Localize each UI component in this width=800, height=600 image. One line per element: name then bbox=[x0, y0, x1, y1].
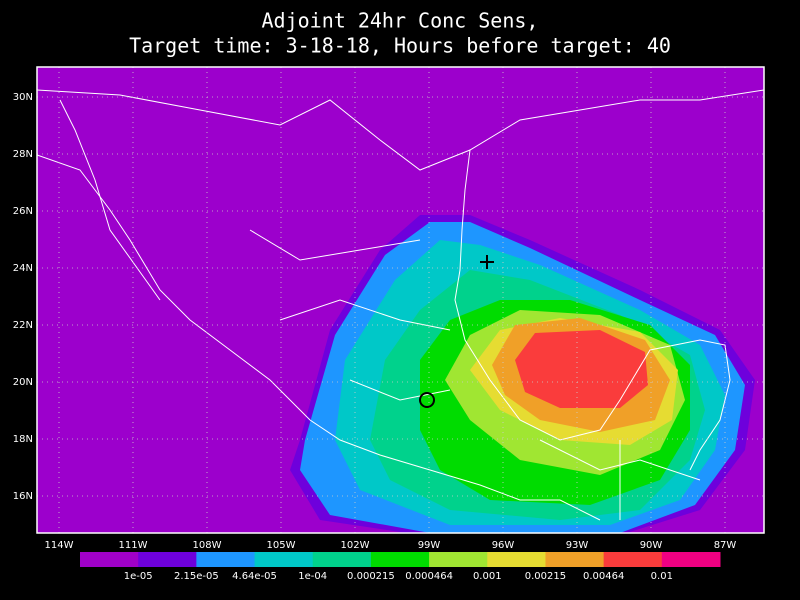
colorbar-box bbox=[80, 552, 139, 567]
colorbar-box bbox=[138, 552, 197, 567]
lon-label: 105W bbox=[267, 540, 296, 551]
colorbar-box bbox=[312, 552, 372, 567]
lon-label: 111W bbox=[119, 540, 148, 551]
border bbox=[249, 229, 701, 520]
lat-label: 16N bbox=[13, 491, 33, 502]
colorbar-box bbox=[603, 552, 663, 567]
source-marker bbox=[419, 392, 435, 408]
colorbar-box bbox=[254, 552, 314, 567]
lat-label: 26N bbox=[13, 206, 33, 217]
graticule bbox=[37, 67, 764, 533]
lon-label: 102W bbox=[341, 540, 370, 551]
colorbar-box bbox=[429, 552, 488, 567]
colorbar-box bbox=[196, 552, 256, 567]
lon-label: 93W bbox=[566, 540, 589, 551]
colorbar-label: 0.00464 bbox=[583, 571, 624, 582]
lon-label: 99W bbox=[418, 540, 441, 551]
map bbox=[36, 66, 765, 534]
title-line2: Target time: 3-18-18, Hours before targe… bbox=[129, 34, 671, 58]
lon-label: 90W bbox=[640, 540, 663, 551]
coastline bbox=[59, 99, 161, 301]
colorbar-box bbox=[661, 552, 721, 567]
contour bbox=[515, 330, 648, 408]
lon-label: 108W bbox=[193, 540, 222, 551]
target-marker bbox=[480, 255, 494, 269]
lat-label: 20N bbox=[13, 377, 33, 388]
colorbar-label: 0.001 bbox=[473, 571, 502, 582]
lon-label: 96W bbox=[492, 540, 515, 551]
coastline bbox=[454, 149, 731, 471]
markers bbox=[419, 255, 494, 408]
coastlines bbox=[37, 89, 764, 521]
lon-label: 87W bbox=[714, 540, 737, 551]
map-frame bbox=[36, 66, 765, 534]
colorbar: 1e-05 2.15e-05 4.64e-05 1e-04 0.000215 0.0004… bbox=[80, 552, 721, 582]
lat-label: 28N bbox=[13, 149, 33, 160]
coastline bbox=[37, 154, 601, 521]
lon-label: 114W bbox=[45, 540, 74, 551]
colorbar-label: 0.01 bbox=[651, 571, 673, 582]
lat-label: 30N bbox=[13, 92, 33, 103]
colorbar-box bbox=[545, 552, 605, 567]
colorbar-label: 2.15e-05 bbox=[174, 571, 219, 582]
colorbar-label: 1e-04 bbox=[298, 571, 327, 582]
colorbar-label: 0.00215 bbox=[525, 571, 566, 582]
lat-label: 18N bbox=[13, 434, 33, 445]
colorbar-label: 0.000215 bbox=[347, 571, 395, 582]
colorbar-label: 0.000464 bbox=[405, 571, 453, 582]
coastline bbox=[37, 89, 764, 171]
colorbar-box bbox=[487, 552, 546, 567]
lat-label: 22N bbox=[13, 320, 33, 331]
colorbar-label: 4.64e-05 bbox=[232, 571, 277, 582]
lat-label: 24N bbox=[13, 263, 33, 274]
colorbar-label: 1e-05 bbox=[124, 571, 153, 582]
title-line1: Adjoint 24hr Conc Sens, bbox=[262, 9, 539, 33]
colorbar-box bbox=[370, 552, 430, 567]
contours bbox=[290, 215, 755, 533]
